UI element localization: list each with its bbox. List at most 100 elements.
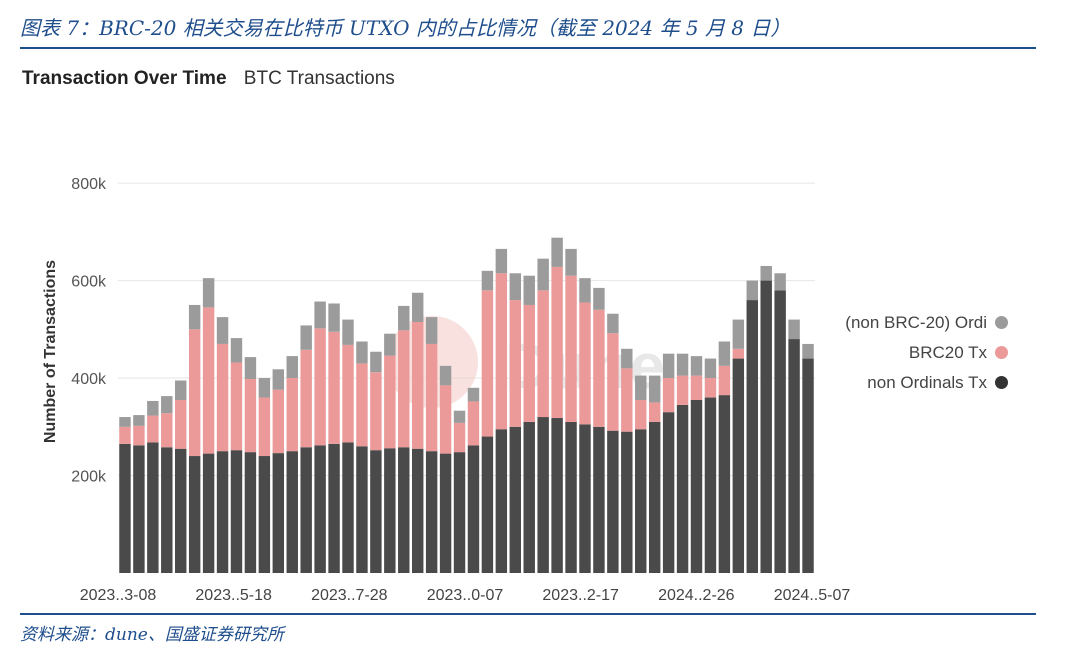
- bar-non-ordinals-tx: [342, 442, 354, 573]
- bar-brc20-tx: [119, 426, 131, 444]
- bar-non-ordinals-tx: [272, 453, 285, 573]
- bar-non-ordinals-tx: [760, 280, 772, 573]
- bar-non-brc-20-ordi: [272, 369, 285, 390]
- bar-non-brc-20-ordi: [551, 237, 563, 267]
- bar-non-brc-20-ordi: [439, 365, 452, 386]
- bar-non-ordinals-tx: [718, 395, 731, 573]
- bar-brc20-tx: [258, 397, 271, 457]
- bar-brc20-tx: [718, 365, 731, 396]
- bar-non-ordinals-tx: [648, 421, 661, 573]
- bar-non-ordinals-tx: [453, 452, 466, 573]
- bar-non-ordinals-tx: [746, 300, 758, 573]
- bar-non-ordinals-tx: [230, 450, 243, 573]
- bar-non-ordinals-tx: [774, 290, 786, 573]
- bar-brc20-tx: [509, 300, 521, 427]
- bar-non-ordinals-tx: [398, 447, 410, 573]
- bar-non-brc-20-ordi: [746, 280, 758, 301]
- bar-non-ordinals-tx: [133, 445, 145, 573]
- legend-swatch-ordi: [995, 316, 1008, 329]
- bar-non-ordinals-tx: [244, 452, 257, 573]
- source-divider: [20, 613, 1036, 615]
- bar-non-ordinals-tx: [621, 431, 633, 573]
- bar-non-brc-20-ordi: [286, 356, 298, 379]
- y-tick-label: 200k: [71, 469, 107, 486]
- bar-non-ordinals-tx: [411, 448, 424, 573]
- bar-non-brc-20-ordi: [635, 375, 647, 400]
- bar-non-brc-20-ordi: [188, 304, 201, 330]
- bar-non-ordinals-tx: [258, 456, 271, 573]
- bar-brc20-tx: [704, 378, 717, 398]
- bar-brc20-tx: [551, 266, 563, 419]
- bar-brc20-tx: [467, 401, 480, 446]
- bar-non-brc-20-ordi: [662, 353, 675, 379]
- bar-non-brc-20-ordi: [774, 273, 786, 291]
- bar-non-brc-20-ordi: [342, 319, 354, 345]
- bar-brc20-tx: [635, 399, 647, 430]
- bar-non-brc-20-ordi: [425, 317, 438, 344]
- bar-non-ordinals-tx: [523, 421, 535, 573]
- bar-brc20-tx: [133, 425, 145, 446]
- bar-non-brc-20-ordi: [732, 319, 745, 349]
- bar-non-brc-20-ordi: [788, 319, 800, 340]
- bar-non-brc-20-ordi: [314, 301, 326, 329]
- bar-non-brc-20-ordi: [718, 341, 731, 366]
- bar-non-brc-20-ordi: [300, 325, 312, 350]
- bar-non-ordinals-tx: [607, 430, 619, 573]
- legend-swatch-non-ordinals: [995, 376, 1008, 389]
- x-tick-label: 2023..7-28: [311, 587, 388, 604]
- bar-non-ordinals-tx: [481, 436, 494, 573]
- legend-item-brc20[interactable]: BRC20 Tx: [845, 338, 1008, 368]
- bar-brc20-tx: [384, 355, 396, 449]
- bar-brc20-tx: [621, 368, 633, 432]
- y-tick-label: 600k: [71, 274, 107, 291]
- bar-non-ordinals-tx: [565, 421, 577, 573]
- bar-non-brc-20-ordi: [453, 410, 466, 423]
- bar-non-ordinals-tx: [202, 453, 215, 573]
- bar-non-brc-20-ordi: [216, 317, 229, 344]
- bar-non-ordinals-tx: [370, 450, 382, 573]
- bar-brc20-tx: [314, 328, 326, 446]
- chart-subtitle: BTC Transactions: [243, 68, 395, 89]
- bar-non-ordinals-tx: [732, 358, 745, 573]
- bar-non-ordinals-tx: [216, 451, 229, 573]
- bar-non-ordinals-tx: [314, 445, 326, 573]
- legend-item-non-ordinals[interactable]: non Ordinals Tx: [845, 368, 1008, 398]
- bar-brc20-tx: [425, 343, 438, 452]
- bar-non-ordinals-tx: [802, 358, 814, 573]
- bar-brc20-tx: [244, 379, 257, 453]
- bar-non-ordinals-tx: [509, 426, 521, 573]
- bar-non-brc-20-ordi: [202, 278, 215, 308]
- bar-brc20-tx: [328, 331, 340, 444]
- y-tick-label: 800k: [71, 176, 107, 193]
- bar-non-brc-20-ordi: [147, 400, 159, 416]
- bar-non-brc-20-ordi: [161, 396, 173, 414]
- bar-brc20-tx: [732, 348, 745, 359]
- x-tick-label: 2024..2-26: [658, 587, 735, 604]
- bar-non-brc-20-ordi: [607, 313, 619, 334]
- bar-non-ordinals-tx: [579, 424, 591, 573]
- legend-item-ordi[interactable]: (non BRC-20) Ordi: [845, 308, 1008, 338]
- bar-brc20-tx: [607, 333, 619, 431]
- bar-non-brc-20-ordi: [537, 258, 549, 291]
- bar-non-ordinals-tx: [635, 429, 647, 573]
- bar-non-brc-20-ordi: [467, 387, 480, 402]
- bar-non-ordinals-tx: [188, 456, 201, 573]
- bar-non-ordinals-tx: [467, 445, 480, 573]
- legend-label-brc20: BRC20 Tx: [908, 343, 987, 362]
- bar-non-brc-20-ordi: [384, 333, 396, 356]
- bar-non-brc-20-ordi: [119, 417, 131, 427]
- bar-brc20-tx: [342, 344, 354, 443]
- bar-non-ordinals-tx: [662, 412, 675, 573]
- bar-brc20-tx: [356, 363, 368, 447]
- bar-brc20-tx: [662, 378, 675, 413]
- bar-brc20-tx: [593, 309, 605, 427]
- bar-non-ordinals-tx: [147, 442, 159, 573]
- bar-brc20-tx: [398, 330, 410, 448]
- bar-non-brc-20-ordi: [495, 248, 508, 274]
- bar-non-brc-20-ordi: [481, 270, 494, 291]
- bar-non-brc-20-ordi: [230, 338, 243, 363]
- bar-non-ordinals-tx: [300, 447, 312, 573]
- bar-brc20-tx: [147, 415, 159, 443]
- x-tick-label: 2023..2-17: [542, 587, 619, 604]
